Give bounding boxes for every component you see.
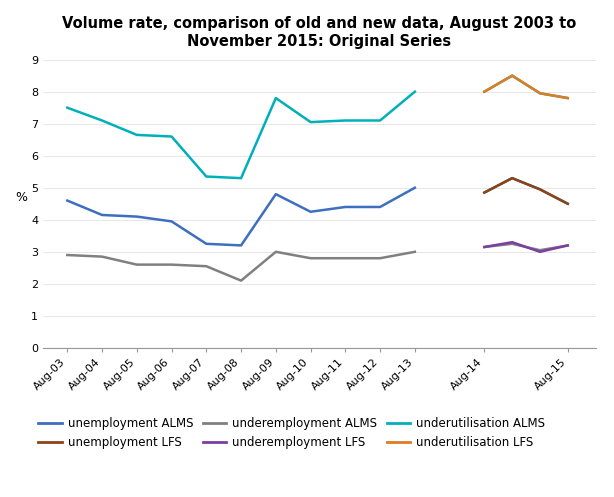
Title: Volume rate, comparison of old and new data, August 2003 to
November 2015: Origi: Volume rate, comparison of old and new d… xyxy=(62,16,577,49)
Legend: unemployment ALMS, unemployment LFS, underemployment ALMS, underemployment LFS, : unemployment ALMS, unemployment LFS, und… xyxy=(38,417,545,449)
Y-axis label: %: % xyxy=(15,191,27,204)
